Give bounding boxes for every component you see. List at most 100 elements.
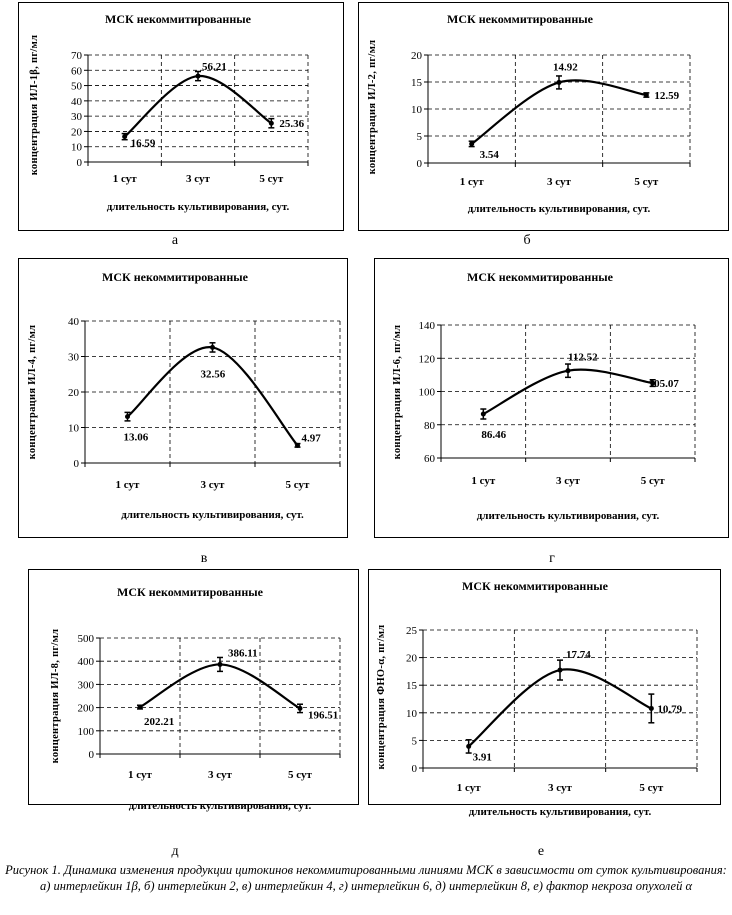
chart-title: МСК некоммитированные (447, 12, 594, 26)
y-tick-label: 500 (78, 633, 95, 645)
x-tick-label: 5 сут (634, 176, 658, 188)
subfigure-label: б (523, 233, 530, 248)
y-tick-label: 30 (68, 352, 80, 364)
y-tick-label: 25 (406, 625, 418, 637)
y-tick-label: 15 (411, 77, 423, 89)
x-tick-label: 1 сут (113, 173, 137, 185)
data-point (480, 411, 486, 417)
x-tick-label: 3 сут (201, 479, 225, 491)
y-tick-label: 140 (419, 320, 436, 332)
subfigure-label: е (538, 844, 544, 859)
data-label: 12.59 (654, 90, 679, 102)
y-tick-label: 10 (68, 423, 80, 435)
data-point (466, 743, 472, 749)
data-label: 105.07 (649, 378, 680, 390)
y-tick-label: 20 (68, 387, 80, 399)
data-label: 13.06 (124, 432, 149, 444)
panel-border (374, 258, 729, 538)
chart-f: МСК некоммитированные 0 5 10 15 20 25 1 сут 3 су… (368, 569, 721, 818)
x-tick-label: 3 сут (186, 173, 210, 185)
y-tick-label: 60 (424, 453, 436, 465)
series-line (123, 74, 272, 138)
panel-border (18, 258, 348, 538)
subfigure-label: г (549, 551, 555, 566)
x-tick-label: 5 сут (288, 769, 312, 781)
series-line (467, 668, 652, 748)
x-axis-label: длительность культивирования, сут. (107, 201, 290, 213)
data-label: 25.36 (279, 118, 304, 130)
y-tick-label: 5 (417, 131, 423, 143)
chart-title: МСК некоммитированные (462, 579, 609, 593)
x-tick-label: 3 сут (556, 475, 580, 487)
y-tick-label: 10 (71, 142, 83, 154)
x-tick-label: 5 сут (259, 173, 283, 185)
data-point (210, 344, 215, 350)
y-tick-label: 100 (419, 387, 436, 399)
data-label: 4.97 (302, 432, 322, 444)
panel-border (18, 2, 344, 231)
data-point (469, 141, 475, 147)
x-tick-label: 5 сут (641, 475, 665, 487)
series-line (126, 346, 299, 447)
panel-border (368, 569, 721, 805)
data-point (650, 380, 656, 386)
y-tick-label: 30 (71, 111, 83, 123)
y-axis-label: концентрация ИЛ-2, пг/мл (367, 40, 378, 175)
y-tick-label: 40 (71, 96, 83, 108)
data-label: 86.46 (481, 429, 506, 441)
y-axis-label: концентрация ИЛ-6, пг/мл (392, 325, 403, 460)
x-axis-label: длительность культивирования, сут. (477, 510, 660, 522)
data-point (557, 667, 563, 673)
chart-title: МСК некоммитированные (105, 12, 252, 26)
chart-title: МСК некоммитированные (117, 585, 264, 599)
y-tick-label: 0 (89, 749, 95, 761)
x-tick-label: 1 сут (116, 479, 140, 491)
data-label: 10.79 (657, 703, 682, 715)
data-point (137, 704, 143, 710)
y-tick-label: 10 (406, 708, 418, 720)
y-axis-label: концентрация ИЛ-1β, пг/мл (29, 35, 40, 176)
x-axis-label: длительность культивирования, сут. (468, 203, 651, 215)
x-tick-label: 1 сут (128, 769, 152, 781)
x-tick-label: 1 сут (460, 176, 484, 188)
y-axis-label: концентрация ИЛ-8, пг/мл (50, 629, 61, 764)
y-axis-label: концентрация ФНО-α, пг/мл (376, 625, 387, 770)
data-label: 196.51 (308, 709, 338, 721)
y-tick-label: 20 (411, 50, 423, 62)
y-tick-label: 0 (77, 157, 83, 169)
subfigure-label: а (172, 233, 179, 248)
y-tick-label: 5 (412, 735, 418, 747)
subfigure-label: д (171, 844, 178, 859)
data-point (648, 705, 654, 711)
x-tick-label: 3 сут (547, 176, 571, 188)
data-point (556, 79, 562, 85)
data-label: 386.11 (228, 647, 258, 659)
y-tick-label: 20 (71, 126, 83, 138)
y-tick-label: 70 (71, 50, 83, 62)
x-axis-label: длительность культивирования, сут. (469, 806, 652, 818)
data-label: 14.92 (553, 61, 578, 73)
y-tick-label: 0 (74, 458, 80, 470)
x-axis-label: длительность культивирования, сут. (129, 800, 312, 812)
chart-d: МСК некоммитированные 60 80 100 120 140 1 сут 3… (374, 258, 729, 538)
chart-a: МСК некоммитированные 0 10 20 30 40 50 60 70 1 су… (18, 2, 344, 231)
chart-e: МСК некоммитированные 0 100 200 300 400 500 1 с… (28, 569, 359, 812)
chart-b: МСК некоммитированные 0 5 10 15 20 1 сут 3 сут 5… (358, 2, 729, 231)
data-label: 17.74 (566, 649, 591, 661)
x-tick-label: 1 сут (457, 782, 481, 794)
y-tick-label: 100 (78, 726, 95, 738)
data-point (268, 120, 274, 126)
x-tick-label: 1 сут (471, 475, 495, 487)
x-tick-label: 5 сут (286, 479, 310, 491)
chart-c: МСК некоммитированные 0 10 20 30 40 1 сут 3 сут… (18, 258, 348, 538)
figure-caption: Рисунок 1. Динамика изменения продукции … (5, 863, 727, 893)
y-tick-label: 0 (417, 158, 423, 170)
y-tick-label: 20 (406, 653, 418, 665)
data-label: 56.21 (202, 61, 227, 73)
y-tick-label: 80 (424, 420, 436, 432)
y-tick-label: 300 (78, 679, 95, 691)
data-point (122, 134, 128, 140)
data-label: 3.54 (480, 149, 500, 161)
data-point (643, 92, 649, 98)
